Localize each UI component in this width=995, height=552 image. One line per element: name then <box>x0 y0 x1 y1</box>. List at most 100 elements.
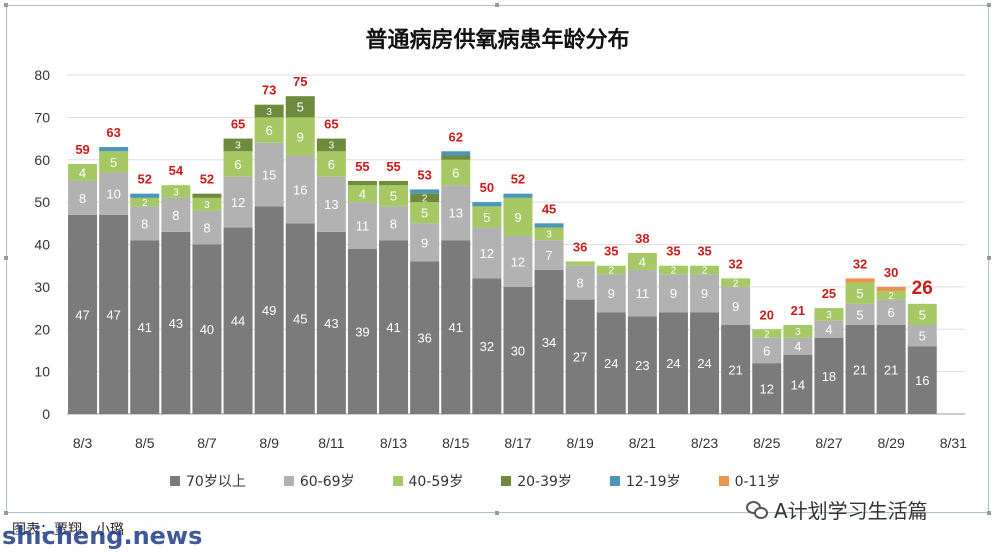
bar-segment <box>379 206 409 241</box>
bar-segment <box>285 223 315 414</box>
bar-segment <box>503 193 533 198</box>
bar-segment <box>783 337 813 355</box>
bar-segment <box>130 240 160 414</box>
y-tick-label: 60 <box>34 152 50 168</box>
y-tick-label: 50 <box>34 194 50 210</box>
total-label: 62 <box>449 129 463 144</box>
total-label: 25 <box>822 286 836 301</box>
resize-handle[interactable] <box>987 511 991 515</box>
bar-segment <box>410 261 440 414</box>
data-label: 2 <box>422 194 428 205</box>
site-watermark: shicheng.news <box>2 522 203 550</box>
bar-segment <box>907 346 937 414</box>
y-tick-label: 80 <box>34 67 50 83</box>
data-label: 2 <box>608 266 614 277</box>
data-label: 6 <box>888 305 895 320</box>
legend-entry: 70岁以上 <box>170 471 246 491</box>
x-tick-label: 8/13 <box>380 435 407 451</box>
data-label: 15 <box>262 168 276 183</box>
total-label: 21 <box>791 303 805 318</box>
bar-segment <box>285 96 315 118</box>
data-label: 9 <box>670 286 677 301</box>
data-label: 24 <box>697 356 711 371</box>
data-label: 3 <box>173 187 179 198</box>
total-label: 73 <box>262 83 276 98</box>
data-label: 43 <box>169 316 183 331</box>
x-tick-label: 8/15 <box>442 435 469 451</box>
resize-handle[interactable] <box>987 3 991 7</box>
x-tick-label: 8/23 <box>691 435 718 451</box>
data-label: 5 <box>856 307 863 322</box>
data-label: 16 <box>915 373 929 388</box>
data-label: 5 <box>390 189 397 204</box>
legend-label: 12-19岁 <box>625 474 681 490</box>
bar-segment <box>347 248 377 414</box>
data-label: 27 <box>573 350 587 365</box>
total-label: 75 <box>293 74 307 89</box>
data-label: 21 <box>728 362 742 377</box>
total-label: 45 <box>542 201 556 216</box>
bar-segment <box>845 303 875 326</box>
bar-segment <box>254 104 284 118</box>
total-label: 59 <box>75 142 89 157</box>
bar-segment <box>285 155 315 224</box>
chart-caption: 图表：贾翔、小璐 <box>12 522 124 538</box>
bar-segment <box>379 180 409 186</box>
total-label: 20 <box>760 307 774 322</box>
resize-handle[interactable] <box>4 511 8 515</box>
data-label: 41 <box>386 320 400 335</box>
x-tick-label: 8/9 <box>259 435 279 451</box>
bar-segment <box>254 206 284 414</box>
bar-segment <box>192 193 222 198</box>
data-label: 3 <box>266 107 272 118</box>
bar-segment <box>316 231 346 414</box>
total-label: 35 <box>666 244 680 259</box>
bar-segment <box>690 274 720 313</box>
bar-segment <box>472 206 502 228</box>
bar-segment <box>627 252 657 270</box>
y-tick-label: 0 <box>42 406 50 422</box>
data-label: 6 <box>266 123 273 138</box>
total-label: 52 <box>200 172 214 187</box>
bar-segment <box>876 325 906 414</box>
total-label: 30 <box>884 265 898 280</box>
data-label: 44 <box>231 314 245 329</box>
data-label: 2 <box>671 266 677 277</box>
chart-title: 普通病房供氧病患年龄分布 <box>365 28 630 53</box>
resize-handle[interactable] <box>495 3 499 7</box>
wechat-icon <box>746 500 768 519</box>
bar-segment <box>907 303 937 326</box>
legend: 70岁以上 60-69岁 40-59岁 20-39岁 12-19岁 0-11岁 <box>170 471 780 491</box>
bar-segment <box>130 193 160 198</box>
bar-segment <box>316 138 346 152</box>
data-label: 5 <box>919 307 926 322</box>
bar-segment <box>347 180 377 186</box>
bar-segment <box>876 291 906 300</box>
bar-segment <box>441 240 471 414</box>
bar-segment <box>534 240 564 270</box>
data-label: 12 <box>480 246 494 261</box>
bar-segment <box>410 189 440 194</box>
x-tick-label: 8/31 <box>940 435 967 451</box>
total-label: 55 <box>355 159 369 174</box>
total-label: 52 <box>511 172 525 187</box>
bar-segment <box>410 223 440 262</box>
x-tick-label: 8/5 <box>135 435 155 451</box>
resize-handle[interactable] <box>4 256 8 260</box>
resize-handle[interactable] <box>4 3 8 7</box>
bar-segment <box>472 227 502 279</box>
data-label: 4 <box>794 339 801 354</box>
bar-segment <box>130 206 160 241</box>
account-name: A计划学习生活篇 <box>774 499 928 523</box>
data-label: 32 <box>480 339 494 354</box>
y-tick-label: 70 <box>34 109 50 125</box>
resize-handle[interactable] <box>495 511 499 515</box>
x-tick-label: 8/3 <box>73 435 93 451</box>
bar-segment <box>410 193 440 203</box>
data-label: 9 <box>421 235 428 250</box>
resize-handle[interactable] <box>987 256 991 260</box>
data-label: 34 <box>542 335 556 350</box>
data-label: 5 <box>919 329 926 344</box>
bar-segment <box>441 155 471 160</box>
legend-swatch <box>609 476 620 486</box>
